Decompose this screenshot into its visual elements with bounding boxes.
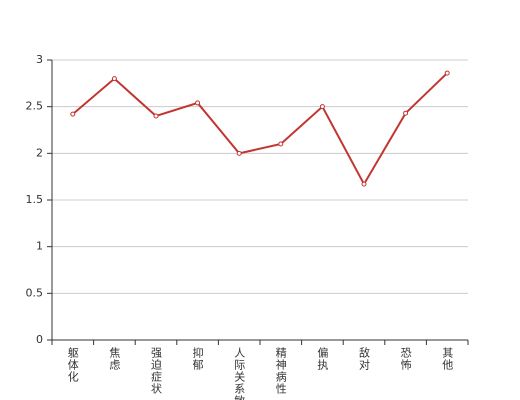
marker (236, 150, 242, 156)
x-tick-label: 人际关系敏感 (233, 347, 246, 400)
x-tick-label: 恐怖 (399, 347, 412, 371)
x-tick-label: 焦虑 (108, 347, 121, 371)
marker (444, 70, 450, 76)
x-tick-label: 强迫症状 (150, 347, 163, 395)
x-tick-label: 偏执 (316, 346, 329, 371)
line (72, 72, 448, 187)
marker (111, 76, 117, 82)
marker (403, 110, 409, 116)
y-tick-label: 2 (36, 146, 43, 159)
y-tick-label: 2.5 (26, 100, 44, 113)
y-tick-label: 0 (36, 333, 43, 346)
x-tick-label: 躯体化 (66, 347, 79, 383)
marker (319, 104, 325, 110)
marker (153, 113, 159, 119)
marker (70, 111, 76, 117)
y-tick-label: 1 (36, 240, 43, 253)
x-tick-label: 抑郁 (191, 346, 204, 371)
x-tick-label: 敌对 (358, 346, 371, 371)
marker (278, 141, 284, 147)
y-tick-label: 1.5 (26, 193, 44, 206)
x-tick-label: 其他 (441, 347, 454, 371)
marker (361, 181, 367, 187)
y-tick-label: 0.5 (26, 286, 44, 299)
x-tick-label: 精神病性 (274, 347, 287, 395)
y-tick-label: 3 (36, 53, 43, 66)
marker (195, 100, 201, 106)
